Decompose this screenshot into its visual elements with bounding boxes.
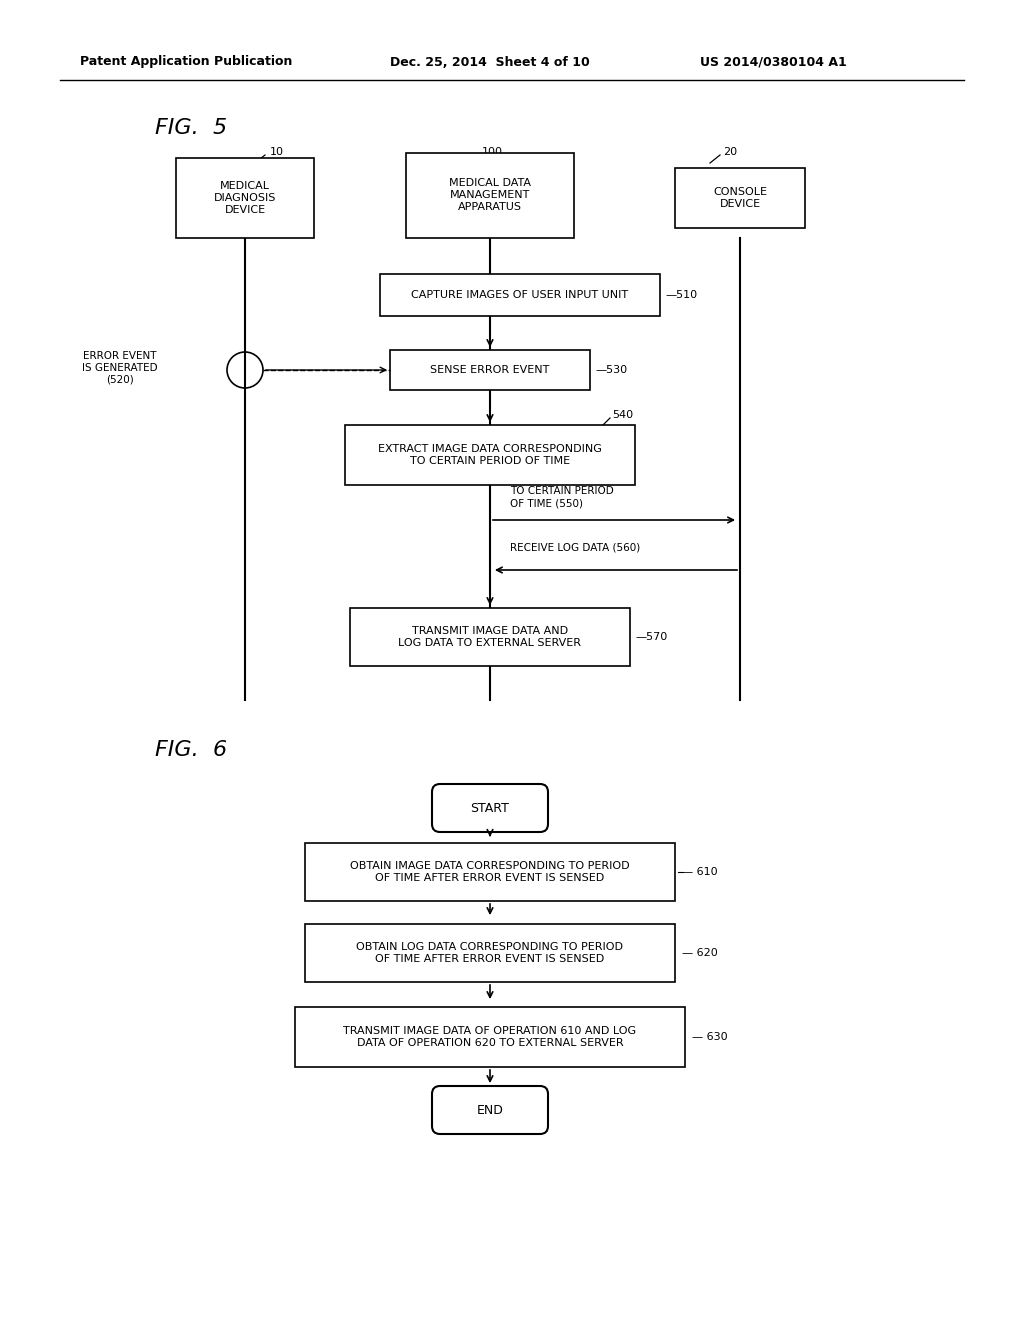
Text: START: START xyxy=(471,801,509,814)
Text: — 630: — 630 xyxy=(692,1032,728,1041)
Text: —510: —510 xyxy=(665,290,697,300)
FancyBboxPatch shape xyxy=(390,350,590,389)
Text: TRANSMIT IMAGE DATA AND
LOG DATA TO EXTERNAL SERVER: TRANSMIT IMAGE DATA AND LOG DATA TO EXTE… xyxy=(398,626,582,648)
FancyBboxPatch shape xyxy=(406,153,574,238)
Text: CAPTURE IMAGES OF USER INPUT UNIT: CAPTURE IMAGES OF USER INPUT UNIT xyxy=(412,290,629,300)
FancyBboxPatch shape xyxy=(305,843,675,902)
Text: 10: 10 xyxy=(270,147,284,157)
FancyBboxPatch shape xyxy=(176,158,314,238)
Text: — 610: — 610 xyxy=(682,867,718,876)
FancyBboxPatch shape xyxy=(345,425,635,484)
FancyBboxPatch shape xyxy=(432,1086,548,1134)
Text: —530: —530 xyxy=(595,366,627,375)
Text: END: END xyxy=(476,1104,504,1117)
Text: US 2014/0380104 A1: US 2014/0380104 A1 xyxy=(700,55,847,69)
Text: MEDICAL
DIAGNOSIS
DEVICE: MEDICAL DIAGNOSIS DEVICE xyxy=(214,181,276,215)
Text: Patent Application Publication: Patent Application Publication xyxy=(80,55,293,69)
Text: RECEIVE LOG DATA (560): RECEIVE LOG DATA (560) xyxy=(510,543,640,553)
FancyBboxPatch shape xyxy=(295,1007,685,1067)
FancyBboxPatch shape xyxy=(675,168,805,228)
Text: FIG.  6: FIG. 6 xyxy=(155,741,227,760)
Text: EXTRACT IMAGE DATA CORRESPONDING
TO CERTAIN PERIOD OF TIME: EXTRACT IMAGE DATA CORRESPONDING TO CERT… xyxy=(378,445,602,466)
Text: SENSE ERROR EVENT: SENSE ERROR EVENT xyxy=(430,366,550,375)
Text: 540: 540 xyxy=(612,411,633,420)
Text: CONSOLE
DEVICE: CONSOLE DEVICE xyxy=(713,187,767,209)
Text: Dec. 25, 2014  Sheet 4 of 10: Dec. 25, 2014 Sheet 4 of 10 xyxy=(390,55,590,69)
Text: —570: —570 xyxy=(635,632,668,642)
Text: TRANSMIT IMAGE DATA OF OPERATION 610 AND LOG
DATA OF OPERATION 620 TO EXTERNAL S: TRANSMIT IMAGE DATA OF OPERATION 610 AND… xyxy=(343,1026,637,1048)
Text: MEDICAL DATA
MANAGEMENT
APPARATUS: MEDICAL DATA MANAGEMENT APPARATUS xyxy=(449,178,531,211)
Text: — 620: — 620 xyxy=(682,948,718,958)
Text: OBTAIN LOG DATA CORRESPONDING TO PERIOD
OF TIME AFTER ERROR EVENT IS SENSED: OBTAIN LOG DATA CORRESPONDING TO PERIOD … xyxy=(356,942,624,964)
FancyBboxPatch shape xyxy=(350,609,630,667)
FancyBboxPatch shape xyxy=(305,924,675,982)
FancyBboxPatch shape xyxy=(380,275,660,315)
Text: TO CERTAIN PERIOD
OF TIME (550): TO CERTAIN PERIOD OF TIME (550) xyxy=(510,486,613,508)
Text: 100: 100 xyxy=(482,147,503,157)
Text: 20: 20 xyxy=(723,147,737,157)
Text: FIG.  5: FIG. 5 xyxy=(155,117,227,139)
FancyBboxPatch shape xyxy=(432,784,548,832)
Text: OBTAIN IMAGE DATA CORRESPONDING TO PERIOD
OF TIME AFTER ERROR EVENT IS SENSED: OBTAIN IMAGE DATA CORRESPONDING TO PERIO… xyxy=(350,861,630,883)
Text: ERROR EVENT
IS GENERATED
(520): ERROR EVENT IS GENERATED (520) xyxy=(82,351,158,384)
